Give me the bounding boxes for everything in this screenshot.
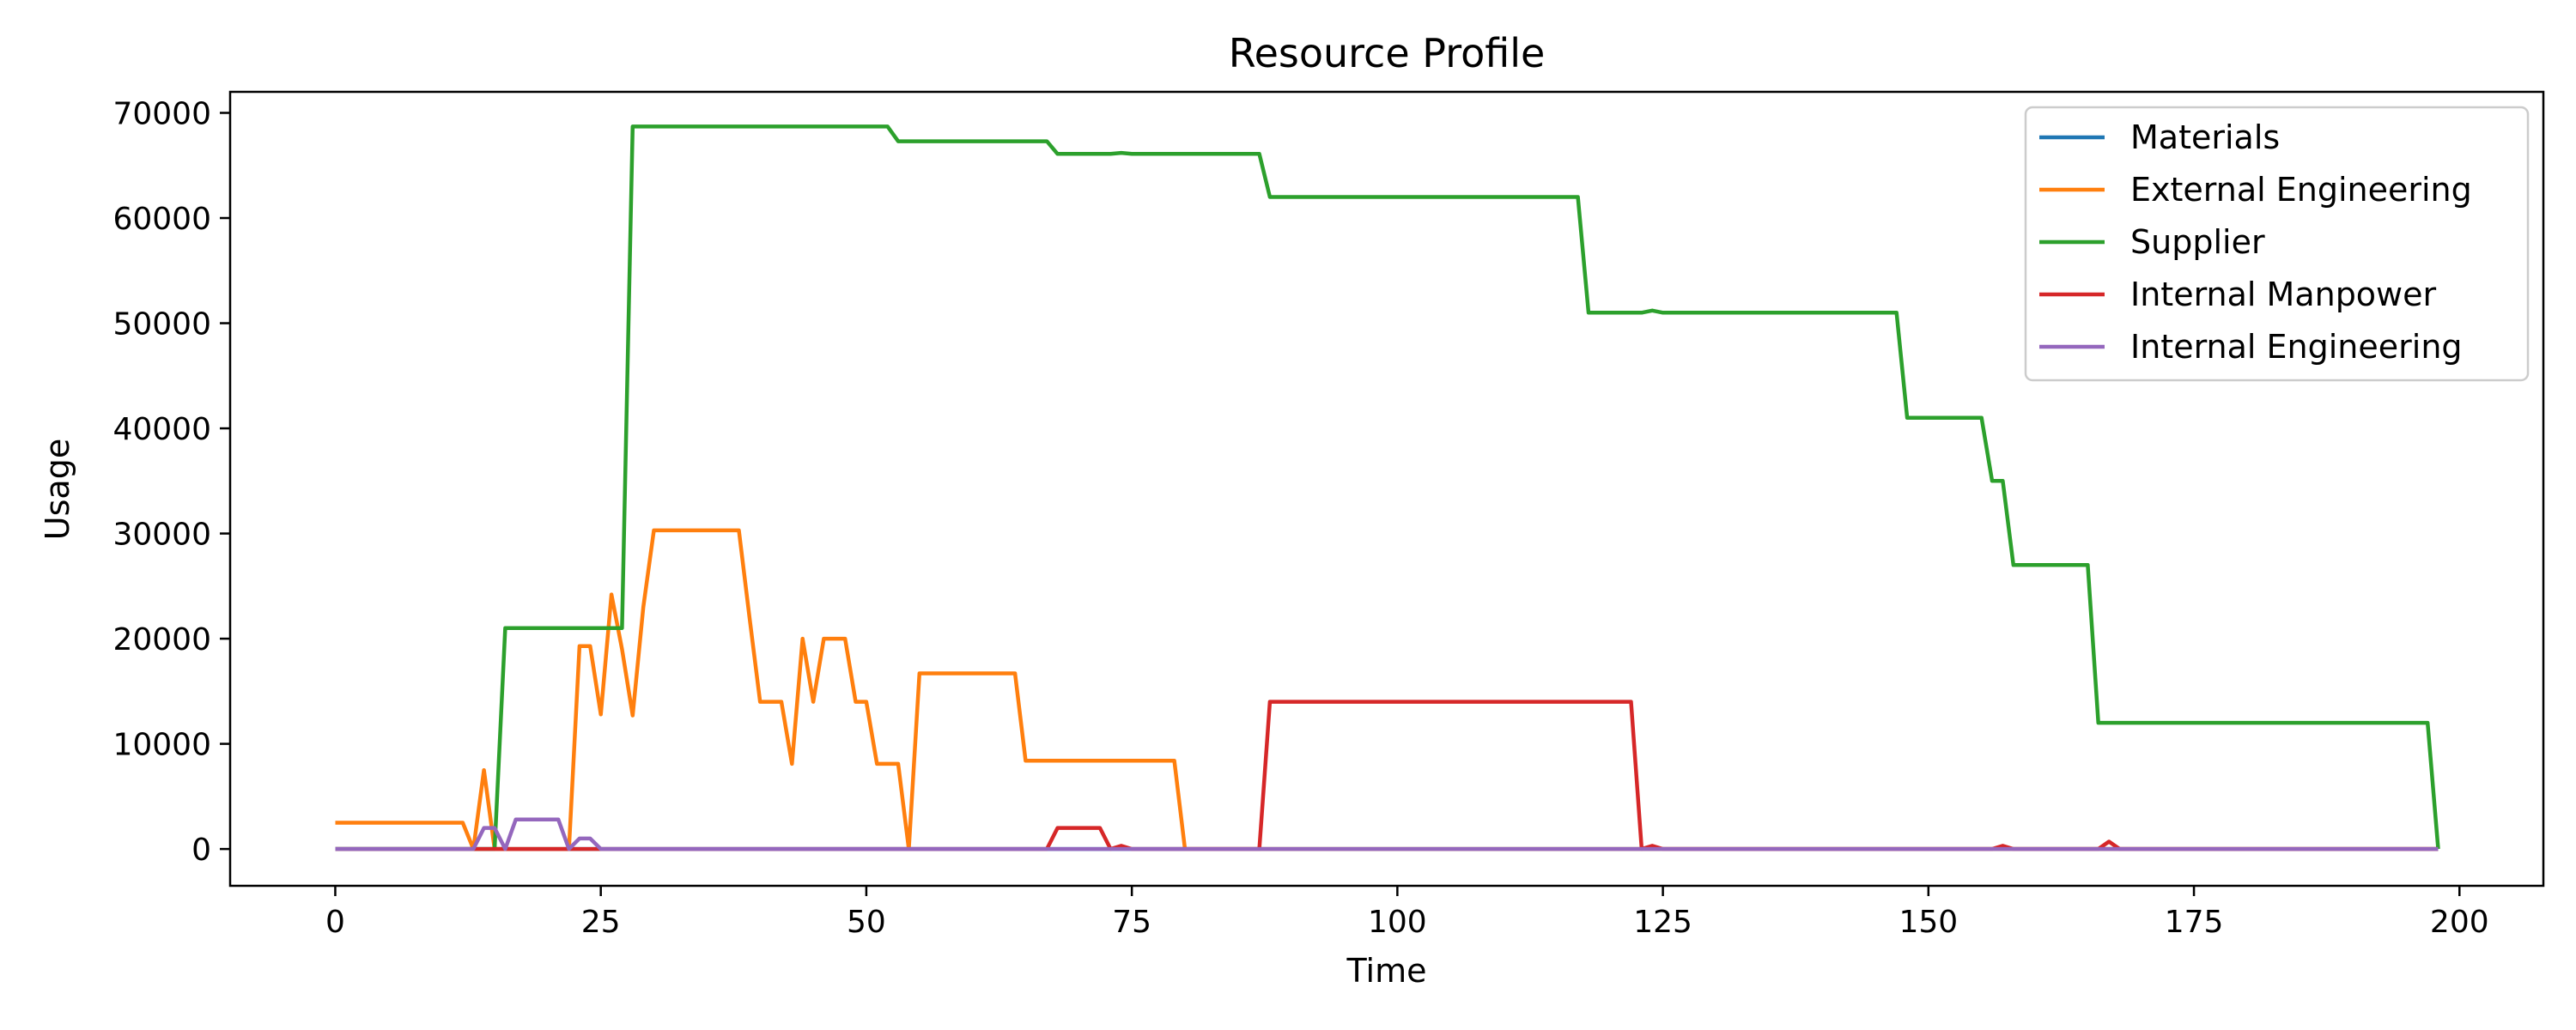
y-axis-label: Usage [39, 439, 76, 540]
legend-label-materials: Materials [2130, 118, 2280, 156]
y-tick-label: 60000 [112, 202, 211, 237]
series-line-internal-engineering [335, 817, 2439, 851]
plot-frame [228, 90, 2545, 888]
x-tick-label: 0 [325, 905, 345, 940]
legend-label-internal-manpower: Internal Manpower [2130, 276, 2437, 313]
y-tick-label: 0 [191, 833, 211, 868]
x-tick-label: 25 [581, 905, 621, 940]
legend-box [2024, 106, 2530, 382]
x-axis: 0 25 50 75 100 125 150 175 200 [325, 886, 2489, 940]
legend: Materials External Engineering Supplier Int… [2024, 106, 2530, 382]
x-axis-label: Time [1346, 952, 1427, 990]
y-tick-label: 10000 [112, 728, 211, 763]
chart-title: Resource Profile [1229, 30, 1546, 76]
x-tick-label: 100 [1368, 905, 1427, 940]
x-tick-label: 75 [1112, 905, 1151, 940]
plot-area [335, 124, 2440, 851]
x-tick-label: 50 [847, 905, 886, 940]
y-tick-label: 20000 [112, 622, 211, 657]
y-tick-label: 70000 [112, 97, 211, 132]
x-tick-label: 150 [1899, 905, 1958, 940]
series-line-external-engineering [335, 528, 2439, 851]
legend-label-supplier: Supplier [2130, 223, 2265, 261]
legend-label-internal-engineering: Internal Engineering [2130, 328, 2463, 366]
x-tick-label: 125 [1633, 905, 1692, 940]
x-tick-label: 200 [2430, 905, 2489, 940]
x-tick-label: 175 [2165, 905, 2224, 940]
series-line-supplier [335, 124, 2440, 851]
legend-label-external-engineering: External Engineering [2130, 171, 2472, 209]
y-tick-label: 50000 [112, 307, 211, 342]
y-tick-label: 30000 [112, 518, 211, 553]
y-tick-label: 40000 [112, 412, 211, 447]
y-axis: 0 10000 20000 30000 40000 50000 60000 70000 [112, 97, 230, 868]
